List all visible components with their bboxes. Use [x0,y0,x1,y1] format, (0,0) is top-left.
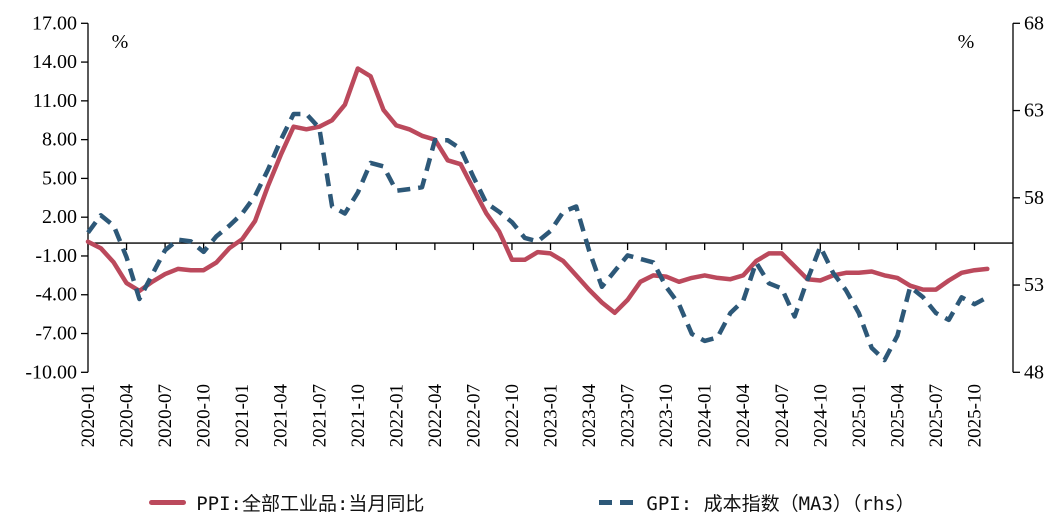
x-axis-tick-label: 2021-10 [348,384,369,447]
left-axis-tick-label: 14.00 [32,51,77,73]
x-axis-tick-label: 2023-04 [579,384,600,448]
x-axis-tick-label: 2025-07 [926,384,947,447]
left-axis-tick-label: 2.00 [42,206,77,228]
left-axis-tick-label: -7.00 [35,323,77,345]
x-axis-tick-label: 2021-01 [232,384,253,447]
x-axis-tick-label: 2020-07 [155,384,176,447]
x-axis-tick-label: 2025-10 [964,384,985,447]
ppi-gpi-line-chart: 17.00 14.00 11.00 8.00 5.00 2.00 -1.00 -4.00 -7.… [25,12,1044,448]
legend-item-gpi[interactable]: GPI: 成本指数（MA3）（rhs） [599,489,915,516]
x-axis-tick-label: 2024-01 [695,384,716,447]
chart-legend: PPI:全部工业品:当月同比 GPI: 成本指数（MA3）（rhs） [0,487,1064,517]
left-axis-tick-label: 8.00 [42,129,77,151]
x-axis-tick-label: 2022-10 [502,384,523,447]
legend-item-ppi[interactable]: PPI:全部工业品:当月同比 [149,489,424,516]
left-axis-tick-label: 17.00 [32,12,77,34]
left-axis-tick-label: -4.00 [35,284,77,306]
right-axis-tick-label: 48 [1024,361,1044,383]
left-axis-tick-label: 11.00 [33,90,77,112]
x-axis-tick-label: 2024-07 [772,384,793,447]
x-axis-tick-label: 2021-07 [309,384,330,447]
x-axis-tick-label: 2022-04 [425,384,446,448]
gpi-dashed-line-sample [599,499,637,505]
x-axis-tick-label: 2020-04 [117,384,138,448]
legend-label-ppi: PPI:全部工业品:当月同比 [196,492,425,515]
x-axis-tick-label: 2023-07 [618,384,639,447]
left-axis-tick-label: 5.00 [42,167,77,189]
right-axis-unit-label: % [958,31,975,53]
x-axis-tick-label: 2020-01 [78,384,99,447]
x-axis-tick-label: 2025-04 [887,384,908,448]
right-axis-tick-label: 58 [1024,187,1044,209]
left-axis-unit-label: % [112,31,129,53]
x-axis-tick-label: 2022-01 [386,384,407,447]
x-axis-tick-label: 2024-04 [733,384,754,448]
x-axis-tick-label: 2024-10 [810,384,831,447]
ppi-solid-series-line [85,66,990,316]
x-axis-tick-label: 2023-01 [541,384,562,447]
axes [81,22,1020,373]
right-axis-tick-label: 63 [1024,100,1044,122]
legend-label-gpi: GPI: 成本指数（MA3）（rhs） [646,492,915,515]
left-axis-tick-label: -10.00 [25,361,77,383]
right-axis-tick-label: 53 [1024,274,1044,296]
ppi-solid-line-sample [149,499,187,505]
right-axis-tick-label: 68 [1024,12,1044,34]
x-axis-tick-label: 2023-10 [656,384,677,447]
x-axis-tick-label: 2025-01 [849,384,870,447]
x-axis-tick-label: 2021-04 [271,384,292,448]
x-axis-tick-label: 2022-07 [463,384,484,447]
gpi-dashed-series-line [86,111,989,363]
left-axis-tick-label: -1.00 [35,245,77,267]
x-axis-tick-label: 2020-10 [194,384,215,447]
